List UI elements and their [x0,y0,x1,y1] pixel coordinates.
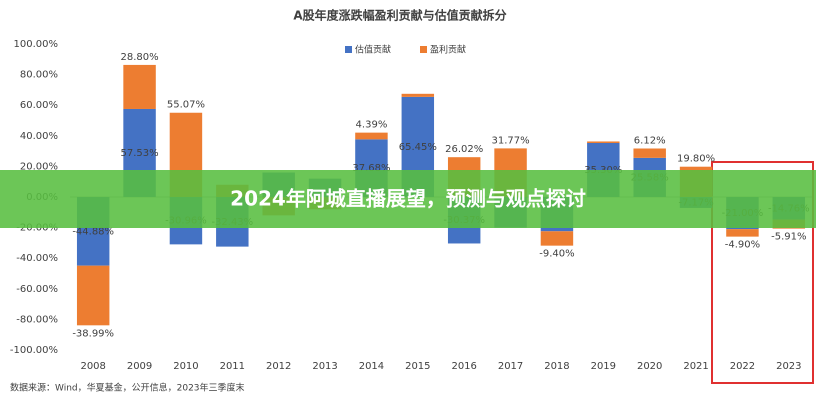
x-tick-label: 2022 [730,361,755,372]
x-tick-label: 2009 [127,361,152,372]
x-tick-label: 2012 [266,361,291,372]
bar-segment [726,229,759,237]
bar-segment [76,265,110,326]
x-tick-label: 2016 [451,361,476,372]
source-note: 数据来源：Wind，华夏基金，公开信息，2023年三季度末 [10,382,245,394]
data-label: -9.40% [539,249,574,260]
data-label: 55.07% [167,100,205,111]
y-tick-label: -60.00% [16,284,58,295]
x-tick-label: 2023 [776,361,801,372]
highlight-box [711,161,814,384]
data-label: -4.90% [725,240,760,251]
x-tick-label: 2015 [405,361,430,372]
x-tick-label: 2018 [544,361,569,372]
legend-swatch [420,46,427,53]
y-tick-label: 100.00% [14,39,59,50]
legend-swatch [345,46,352,53]
y-tick-label: -40.00% [16,253,58,264]
data-label: 6.12% [634,135,666,146]
y-tick-label: 60.00% [20,100,58,111]
legend-label: 估值贡献 [355,44,391,56]
chart-title: A股年度涨跌幅盈利贡献与估值贡献拆分 [293,8,506,23]
y-tick-label: 80.00% [20,70,58,81]
bar-segment [540,231,574,246]
bar-segment [633,148,666,158]
y-tick-label: 40.00% [20,131,58,142]
x-tick-label: 2010 [173,361,198,372]
x-tick-label: 2014 [359,361,384,372]
x-tick-label: 2020 [637,361,662,372]
data-label: 19.80% [677,154,715,165]
bar-segment [355,132,388,140]
data-label: 65.45% [399,142,437,153]
data-label: -44.88% [72,226,114,237]
bar-segment [401,93,435,97]
data-label: 4.39% [356,120,388,131]
x-tick-label: 2021 [683,361,708,372]
y-tick-label: 20.00% [20,161,58,172]
y-tick-label: -80.00% [16,314,58,325]
x-tick-label: 2011 [220,361,245,372]
banner-text: 2024年阿城直播展望，预测与观点探讨 [230,187,586,211]
banner [0,170,816,228]
x-tick-label: 2019 [591,361,616,372]
y-tick-label: -100.00% [10,345,58,356]
x-tick-label: 2017 [498,361,523,372]
data-label: 31.77% [491,135,529,146]
x-tick-label: 2013 [312,361,337,372]
x-tick-label: 2008 [80,361,105,372]
y-tick-label: -20.00% [16,223,58,234]
data-label: 37.68% [352,163,390,174]
bar-segment [587,141,620,143]
data-label: 57.53% [120,148,158,159]
data-label: -5.91% [771,232,806,243]
data-label: 28.80% [120,52,158,63]
bar-segment [123,64,156,109]
data-label: -38.99% [72,328,114,339]
legend-label: 盈利贡献 [430,44,466,56]
data-label: 26.02% [445,144,483,155]
